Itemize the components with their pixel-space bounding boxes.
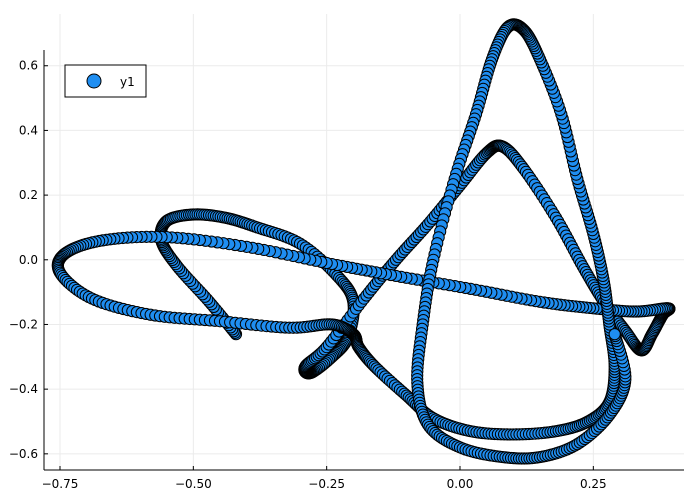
last-data-point bbox=[610, 329, 620, 339]
y-tick-label: −0.4 bbox=[9, 382, 38, 396]
x-tick-label: 0.25 bbox=[580, 477, 607, 491]
x-tick-label: −0.50 bbox=[175, 477, 212, 491]
x-tick-label: −0.25 bbox=[308, 477, 345, 491]
tick-labels: −0.75 −0.50 −0.25 0.00 0.25 −0.6 −0.4 −0.2 0.0 0.… bbox=[9, 59, 607, 491]
y-tick-label: −0.2 bbox=[9, 317, 38, 331]
legend-box bbox=[64, 64, 147, 98]
y-tick-label: 0.2 bbox=[19, 188, 38, 202]
x-tick-label: −0.75 bbox=[42, 477, 79, 491]
x-tick-label: 0.00 bbox=[447, 477, 474, 491]
y-tick-label: −0.6 bbox=[9, 447, 38, 461]
axes bbox=[43, 50, 684, 471]
legend-label: y1 bbox=[120, 75, 135, 89]
legend-marker bbox=[86, 73, 102, 89]
data-points bbox=[51, 18, 676, 465]
y-tick-label: 0.6 bbox=[19, 59, 38, 73]
y-tick-label: 0.0 bbox=[19, 253, 38, 267]
y-tick-label: 0.4 bbox=[19, 123, 38, 137]
legend: y1 bbox=[64, 64, 147, 98]
